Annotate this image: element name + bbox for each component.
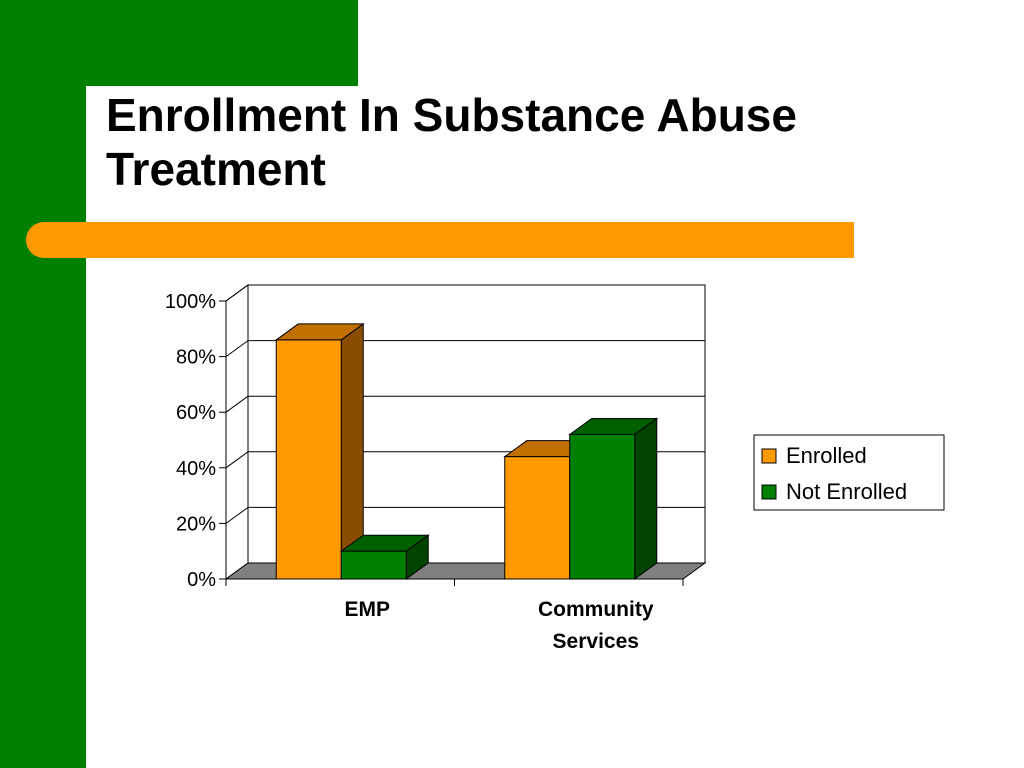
gridline-side — [225, 451, 249, 469]
x-category-label: Services — [553, 630, 639, 653]
y-tick-label: 40% — [176, 458, 216, 480]
y-tick-label: 0% — [187, 569, 216, 591]
x-category-label: EMP — [344, 598, 390, 621]
bar — [275, 339, 342, 580]
y-tick-label: 80% — [176, 347, 216, 369]
bar-side — [634, 417, 658, 580]
slide-title-line-1: Enrollment In Substance Abuse — [106, 89, 797, 141]
background-green-bar — [0, 0, 86, 768]
gridline-side — [225, 395, 249, 413]
gridline-side — [225, 506, 249, 524]
gridline-side — [225, 284, 249, 302]
y-tick-label: 100% — [165, 291, 216, 313]
background-rounded-corner — [86, 86, 206, 206]
bar — [340, 550, 407, 580]
orange-divider-bar — [26, 222, 854, 258]
bar — [504, 456, 571, 580]
chart-left-wall — [225, 284, 249, 580]
y-tick-label: 60% — [176, 402, 216, 424]
slide-title-line-2: Treatment — [106, 143, 326, 195]
x-category-label: Community — [538, 598, 654, 621]
slide-title: Enrollment In Substance Abuse Treatment — [106, 88, 906, 196]
legend-swatch — [761, 484, 777, 500]
legend-label: Not Enrolled — [786, 479, 907, 504]
bar — [569, 433, 636, 580]
legend-label: Enrolled — [786, 443, 867, 468]
background-green-block — [0, 0, 358, 86]
legend-swatch — [761, 448, 777, 464]
legend-box — [753, 434, 945, 511]
gridline-side — [225, 340, 249, 358]
y-tick-label: 20% — [176, 513, 216, 535]
